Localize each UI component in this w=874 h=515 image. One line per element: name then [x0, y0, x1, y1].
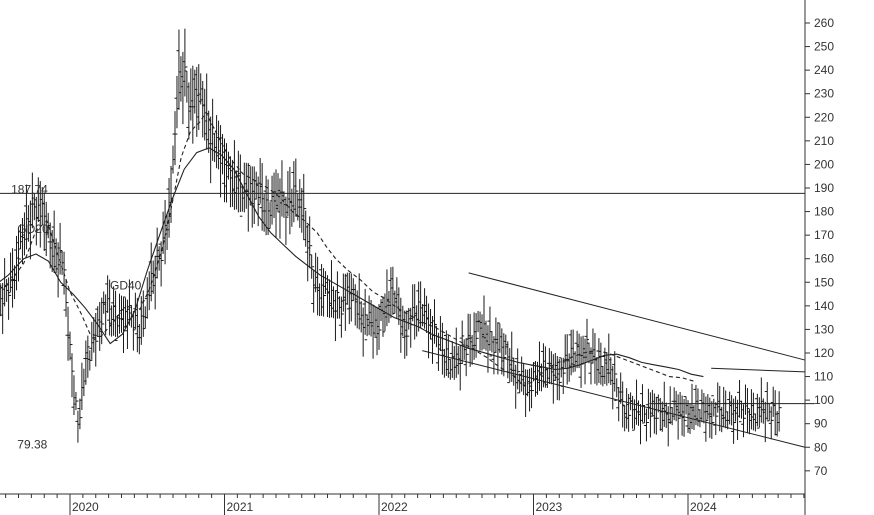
- annotations: 187.74 79.38 GD20 GD40: [11, 182, 142, 451]
- y-tick-label: 260: [814, 16, 834, 30]
- ohlc-bar: [515, 348, 521, 390]
- ohlc-bar: [301, 173, 307, 240]
- y-tick-label: 80: [814, 440, 828, 454]
- ohlc-bar: [309, 254, 315, 279]
- ohlc-bar: [158, 241, 164, 287]
- channel-line: [711, 367, 806, 373]
- y-tick-label: 100: [814, 393, 834, 407]
- moving-average-lines: [0, 111, 704, 387]
- ohlc-bar: [67, 331, 73, 361]
- ohlc-bar: [776, 391, 782, 432]
- ohlc-bar: [404, 310, 410, 356]
- y-tick-label: 120: [814, 346, 834, 360]
- x-tick-label: 2020: [72, 500, 99, 514]
- x-tick-label: 2023: [536, 500, 563, 514]
- y-axis: 70 80 90 100 110 120 130 140 150 160 170 180 190 200 2…: [805, 16, 834, 478]
- ohlc-bar: [172, 111, 178, 166]
- reference-lines: [0, 192, 815, 448]
- y-tick-label: 160: [814, 252, 834, 266]
- y-tick-label: 90: [814, 417, 828, 431]
- y-tick-label: 190: [814, 181, 834, 195]
- ma-line-gd40: [0, 147, 704, 378]
- y-tick-label: 200: [814, 157, 834, 171]
- y-tick-label: 140: [814, 299, 834, 313]
- annotation-label: 79.38: [17, 438, 47, 452]
- y-tick-label: 240: [814, 63, 834, 77]
- ohlc-bar: [321, 268, 327, 317]
- channel-line: [468, 272, 806, 361]
- ohlc-bar: [445, 335, 451, 378]
- x-tick-label: 2021: [227, 500, 254, 514]
- price-bars: [0, 28, 782, 447]
- ohlc-bar: [529, 367, 535, 409]
- ohlc-bar: [643, 408, 649, 442]
- ohlc-bar: [376, 304, 382, 350]
- annotation-label: GD20: [17, 222, 49, 236]
- ohlc-bar: [709, 401, 715, 439]
- ohlc-bar: [293, 158, 299, 217]
- y-tick-label: 170: [814, 228, 834, 242]
- ohlc-bar: [675, 394, 681, 440]
- x-tick-label: 2024: [690, 500, 717, 514]
- ohlc-bar: [69, 353, 75, 398]
- channel-line: [422, 350, 806, 448]
- ohlc-bar: [73, 392, 79, 411]
- ohlc-bar: [338, 296, 344, 338]
- y-tick-label: 110: [814, 370, 833, 384]
- y-tick-label: 250: [814, 40, 834, 54]
- ohlc-bar: [182, 28, 188, 97]
- ohlc-bar: [126, 279, 132, 326]
- y-tick-label: 210: [814, 134, 834, 148]
- y-tick-label: 230: [814, 87, 834, 101]
- annotation-label: 187.74: [11, 182, 48, 196]
- annotation-label: GD40: [110, 278, 142, 292]
- x-axis: 2020 2021 2022 2023 2024: [5, 494, 805, 515]
- x-tick-label: 2022: [381, 500, 408, 514]
- ohlc-bar: [681, 399, 687, 437]
- ohlc-bar: [598, 342, 604, 385]
- ohlc-bar: [612, 351, 618, 392]
- y-tick-label: 130: [814, 322, 834, 336]
- ohlc-bar: [768, 406, 774, 440]
- ma-line-gd20: [0, 111, 695, 387]
- ohlc-bar: [63, 278, 69, 317]
- y-tick-label: 180: [814, 205, 834, 219]
- ohlc-bar: [77, 398, 83, 430]
- ohlc-bar: [431, 299, 437, 344]
- ohlc-bar: [556, 359, 562, 401]
- y-tick-label: 150: [814, 275, 834, 289]
- ohlc-bar: [626, 393, 632, 432]
- ohlc-bar: [16, 229, 22, 282]
- y-tick-label: 70: [814, 464, 828, 478]
- ohlc-bar: [731, 398, 737, 444]
- ohlc-bar: [87, 346, 93, 371]
- y-tick-label: 220: [814, 110, 834, 124]
